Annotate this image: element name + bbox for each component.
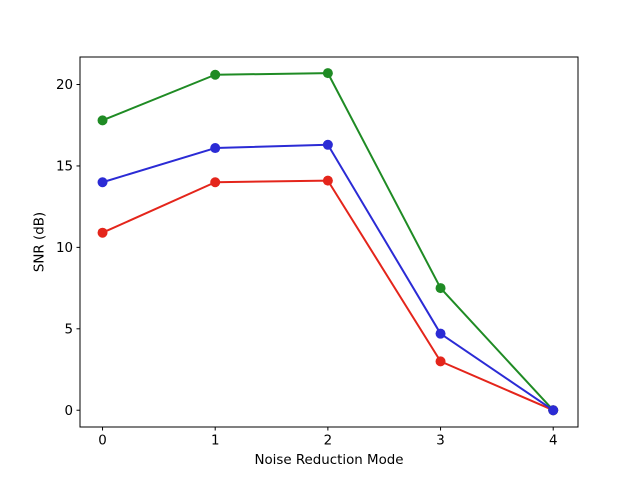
x-axis-title: Noise Reduction Mode [254, 453, 404, 468]
y-tick-label: 5 [64, 322, 73, 337]
x-tick-label: 1 [211, 434, 220, 449]
x-tick-label: 0 [98, 434, 107, 449]
series-green-marker [97, 115, 108, 126]
y-axis-title: SNR (dB) [32, 211, 48, 273]
series-red-marker [210, 177, 221, 188]
series-blue-marker [435, 328, 446, 339]
series-blue-marker [548, 405, 559, 416]
x-tick-label: 3 [436, 434, 445, 449]
series-blue-marker [210, 143, 221, 154]
series-green-marker [435, 283, 446, 294]
series-blue-marker [97, 177, 108, 188]
x-tick-label: 2 [324, 434, 333, 449]
series-green-marker [210, 69, 221, 80]
plot-area [79, 56, 579, 428]
series-green-marker [322, 68, 333, 79]
series-red-marker [435, 356, 446, 367]
y-tick-label: 20 [56, 78, 73, 93]
x-tick-label: 4 [549, 434, 558, 449]
series-red-marker [322, 175, 333, 186]
series-red-marker [97, 227, 108, 238]
series-blue-marker [322, 139, 333, 150]
y-tick-label: 0 [64, 404, 73, 419]
y-tick-label: 10 [56, 241, 73, 256]
y-tick-label: 15 [56, 160, 73, 175]
